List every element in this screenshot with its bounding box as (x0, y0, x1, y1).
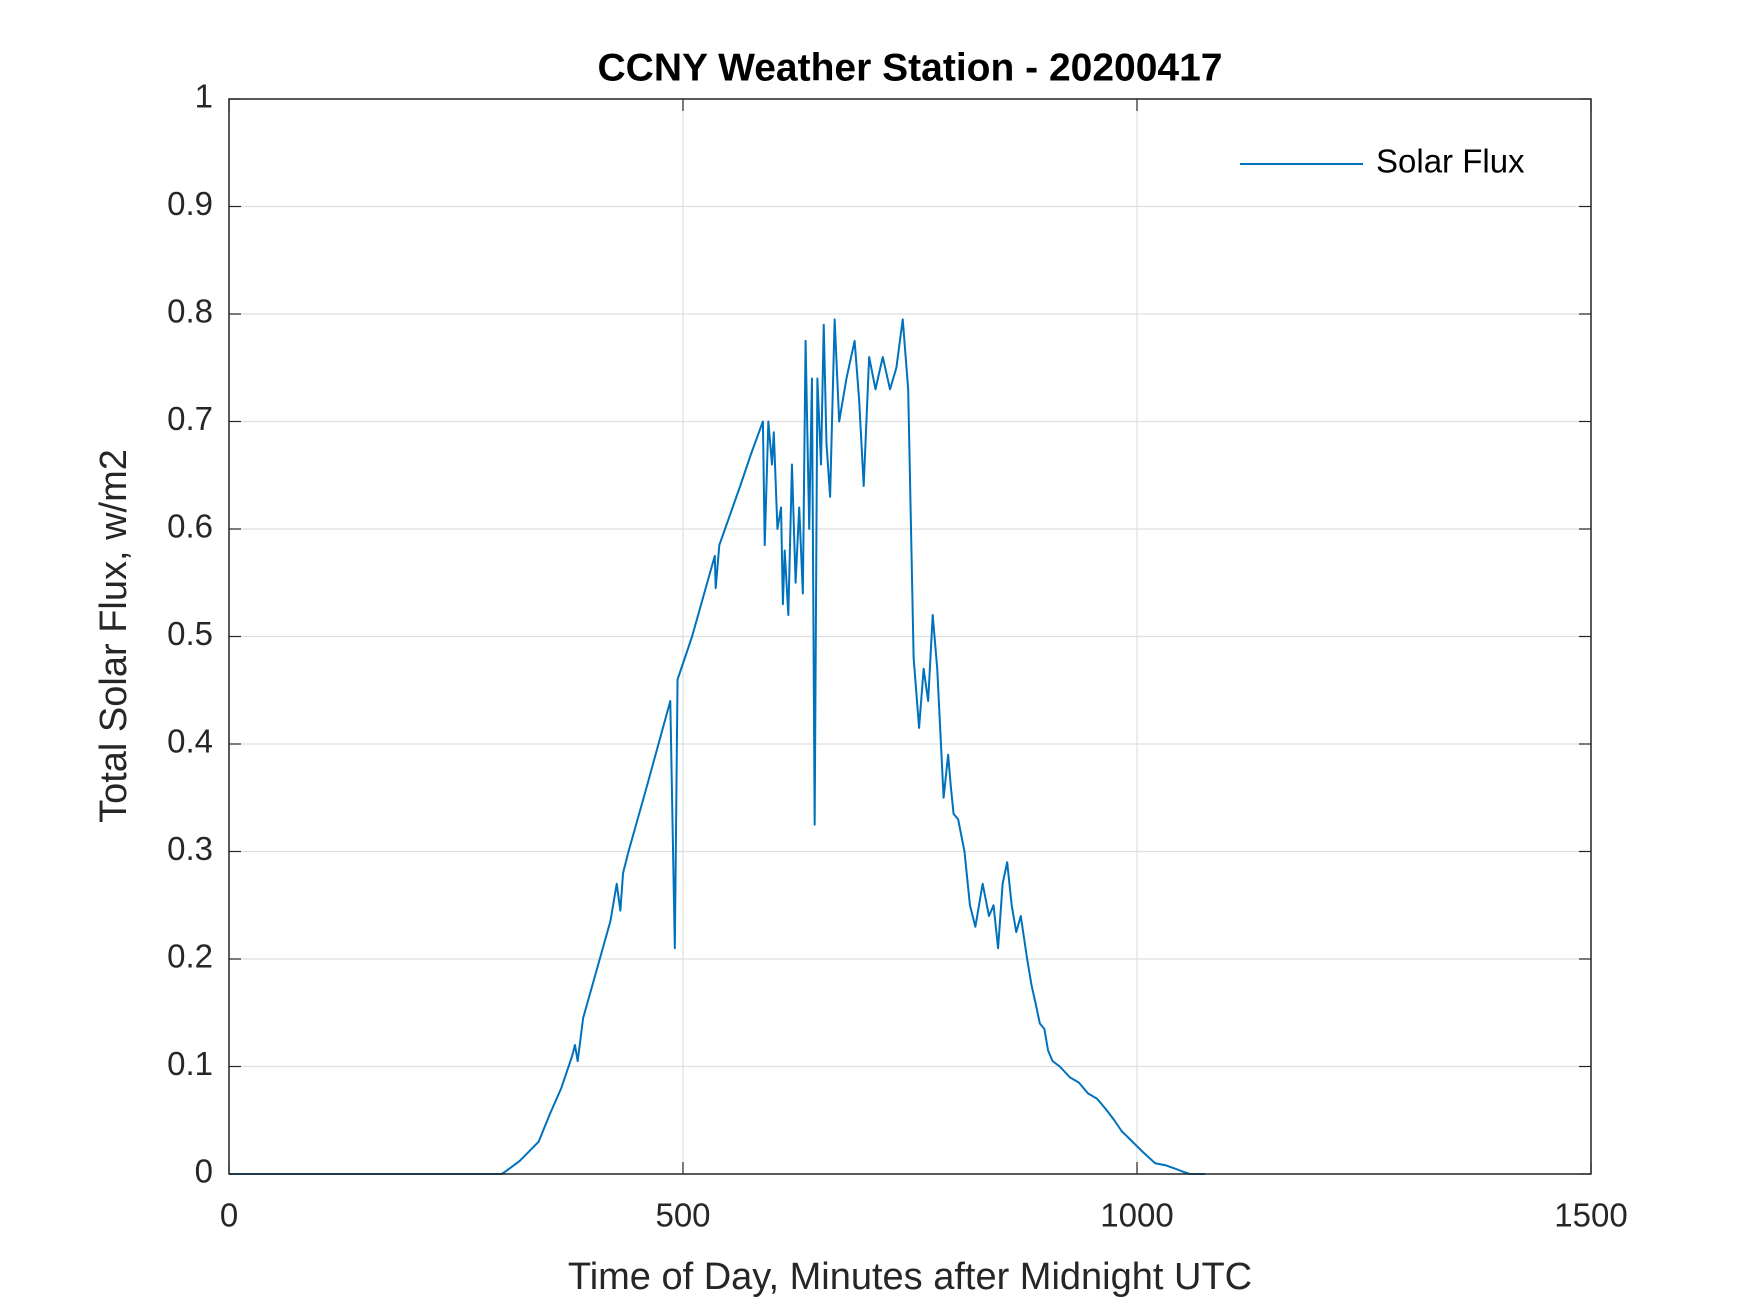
y-tick-label: 0.4 (167, 723, 213, 760)
x-axis-label: Time of Day, Minutes after Midnight UTC (568, 1256, 1252, 1298)
y-tick-label: 0 (195, 1153, 213, 1190)
x-tick-label: 500 (655, 1197, 710, 1234)
plot-frame (228, 98, 1592, 1175)
y-tick-label: 0.9 (167, 185, 213, 222)
data-line (229, 318, 1206, 1175)
y-tick-label: 1 (195, 78, 213, 115)
y-tick-label: 0.1 (167, 1045, 213, 1082)
y-tick-label: 0.6 (167, 508, 213, 545)
y-tick-label: 0.7 (167, 400, 213, 437)
chart-title: CCNY Weather Station - 20200417 (598, 46, 1223, 89)
y-tick-label: 0.2 (167, 938, 213, 975)
x-tick-label: 1000 (1100, 1197, 1173, 1234)
legend-label: Solar Flux (1376, 143, 1525, 180)
y-tick-label: 0.5 (167, 615, 213, 652)
y-tick-label: 0.3 (167, 830, 213, 867)
x-tick-label: 0 (220, 1197, 238, 1234)
y-tick-label: 0.8 (167, 293, 213, 330)
x-tick-label: 1500 (1554, 1197, 1627, 1234)
y-axis-label: Total Solar Flux, w/m2 (93, 449, 135, 823)
